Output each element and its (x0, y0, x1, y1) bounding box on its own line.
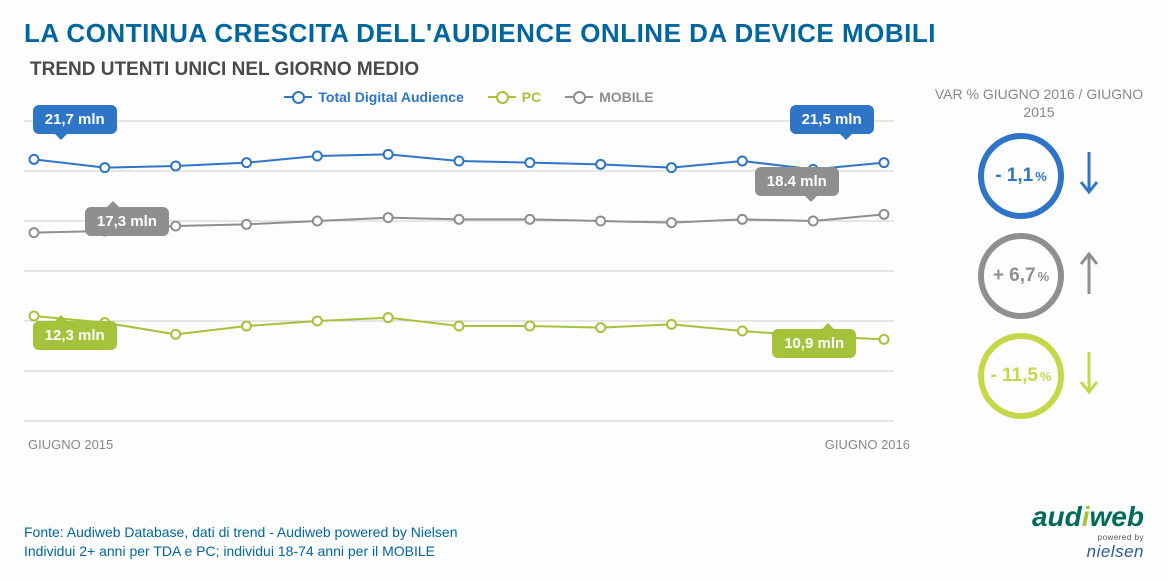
callout-mobile-end: 18.4 mln (755, 167, 839, 196)
logo-block: audiweb powered by nielsen (1032, 501, 1144, 562)
source-line1: Fonte: Audiweb Database, dati di trend -… (24, 523, 458, 543)
arrow-down-icon (1078, 150, 1100, 203)
callout-pc-end: 10,9 mln (772, 329, 856, 358)
source-text: Fonte: Audiweb Database, dati di trend -… (24, 523, 458, 562)
nielsen-logo: powered by nielsen (1032, 533, 1144, 562)
source-line2: Individui 2+ anni per TDA e PC; individu… (24, 542, 458, 562)
stat-row-2: - 11,5% (934, 333, 1144, 419)
stat-row-0: - 1,1% (934, 133, 1144, 219)
arrow-down-icon (1078, 350, 1100, 403)
line-chart (24, 111, 894, 431)
legend: Total Digital Audience PC MOBILE (24, 85, 914, 105)
powered-by-label: powered by (1032, 533, 1144, 542)
x-axis-labels: GIUGNO 2015 GIUGNO 2016 (24, 437, 914, 452)
x-axis-start: GIUGNO 2015 (28, 437, 113, 452)
stat-circle-1: + 6,7% (978, 233, 1064, 319)
callout-total-start: 21,7 mln (33, 105, 117, 134)
stat-circle-0: - 1,1% (978, 133, 1064, 219)
stat-row-1: + 6,7% (934, 233, 1144, 319)
x-axis-end: GIUGNO 2016 (825, 437, 910, 452)
nielsen-label: nielsen (1087, 542, 1144, 561)
callout-total-end: 21,5 mln (790, 105, 874, 134)
legend-pc: PC (488, 89, 541, 105)
side-title: VAR % GIUGNO 2016 / GIUGNO 2015 (934, 85, 1144, 121)
chart-area: Total Digital Audience PC MOBILE 21,7 ml… (24, 85, 914, 452)
arrow-up-icon (1078, 250, 1100, 303)
legend-pc-label: PC (522, 89, 541, 105)
stat-circle-2: - 11,5% (978, 333, 1064, 419)
legend-total-label: Total Digital Audience (318, 89, 463, 105)
callout-mobile-start: 17,3 mln (85, 207, 169, 236)
legend-total: Total Digital Audience (284, 89, 463, 105)
legend-mobile: MOBILE (565, 89, 653, 105)
page-title: LA CONTINUA CRESCITA DELL'AUDIENCE ONLIN… (24, 18, 1144, 49)
side-panel: VAR % GIUGNO 2016 / GIUGNO 2015 - 1,1% + … (914, 85, 1144, 452)
subtitle: TREND UTENTI UNICI NEL GIORNO MEDIO (30, 59, 1144, 81)
legend-mobile-label: MOBILE (599, 89, 653, 105)
callout-pc-start: 12,3 mln (33, 321, 117, 350)
audiweb-logo: audiweb (1032, 501, 1144, 533)
